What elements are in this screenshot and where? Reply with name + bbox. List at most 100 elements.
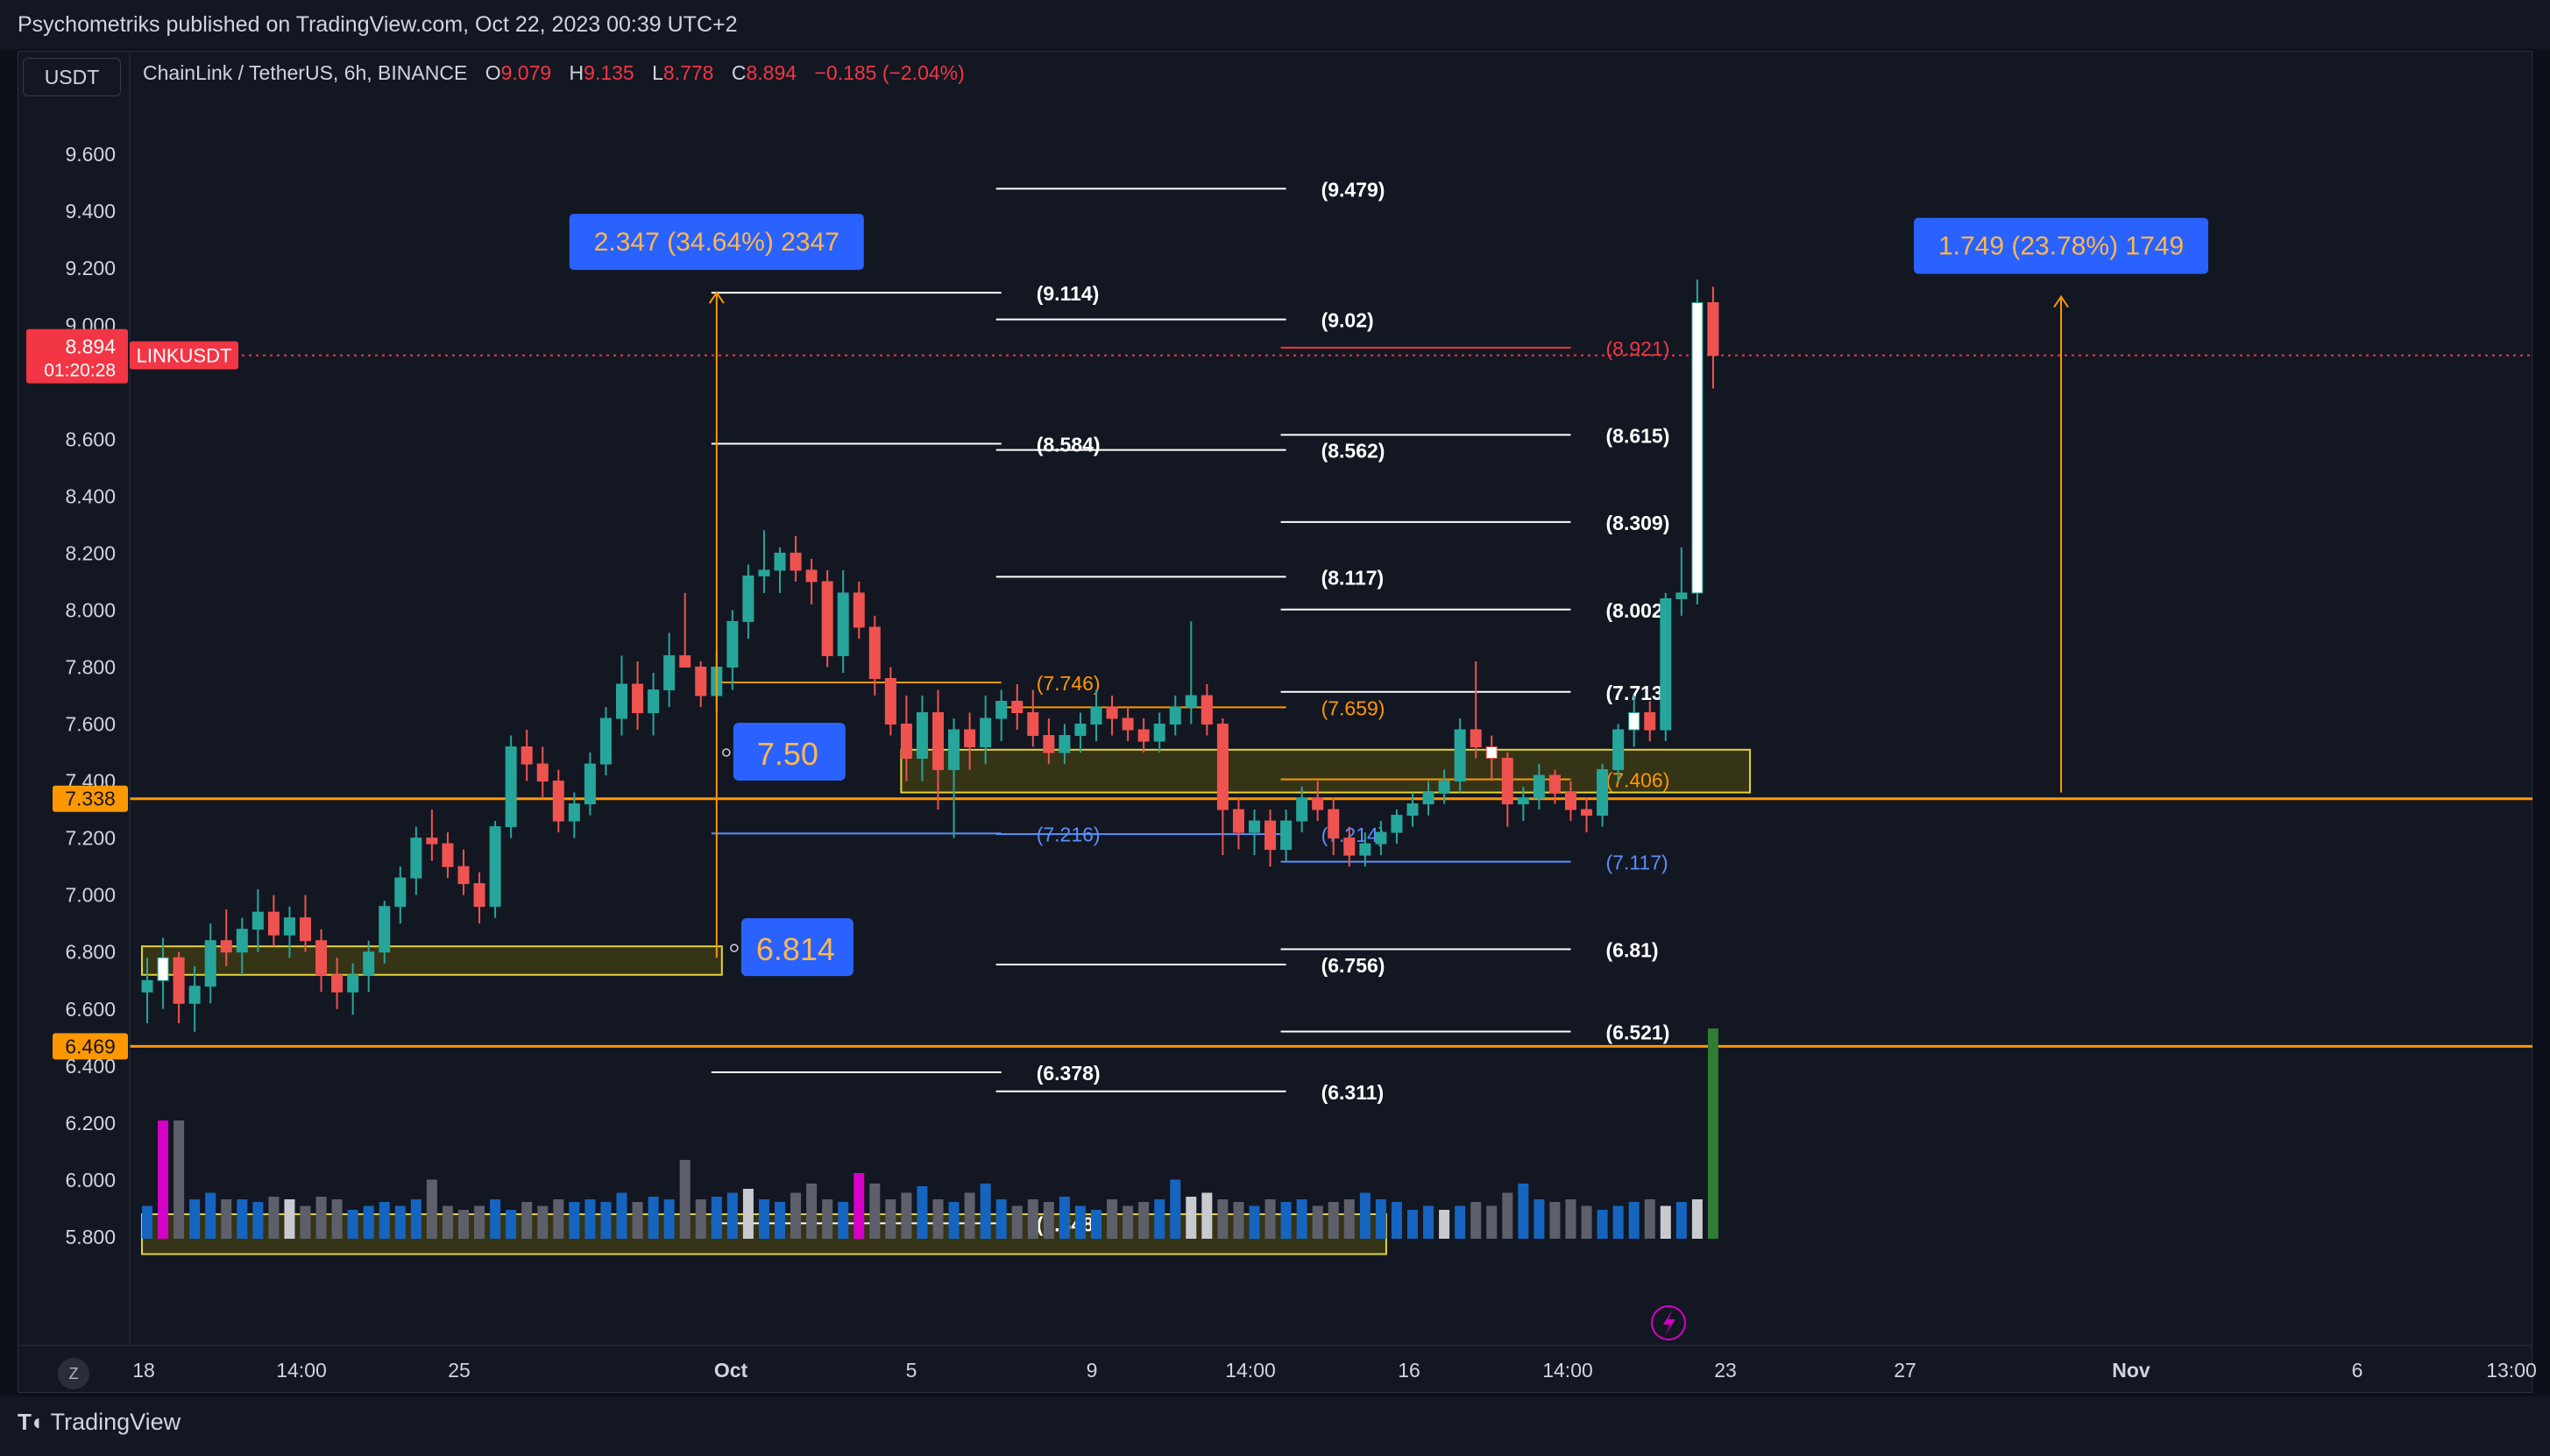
candle [1185, 621, 1197, 724]
candle-body [1422, 792, 1434, 805]
candle [1644, 701, 1656, 742]
volume-bar [205, 1192, 216, 1239]
high-value: 9.135 [584, 61, 634, 84]
current-price-tag [26, 329, 128, 384]
y-tick-label: 5.800 [65, 1226, 116, 1248]
candle-body [1644, 712, 1656, 731]
candle [980, 696, 992, 765]
candle [1597, 764, 1609, 827]
candle [1074, 712, 1087, 753]
volume-bar [616, 1192, 627, 1239]
volume-bar [1043, 1202, 1054, 1239]
volume-bar [363, 1205, 374, 1239]
symbol-tag-label: LINKUSDT [137, 345, 232, 367]
volume-bar [158, 1120, 169, 1239]
volume-bar [189, 1199, 201, 1239]
candle-body [236, 929, 248, 953]
volume-bar [1091, 1210, 1101, 1239]
volume-bar [379, 1202, 390, 1239]
volume-bar [1312, 1205, 1323, 1239]
publish-info: Psychometriks published on TradingView.c… [18, 12, 738, 37]
volume-bar [648, 1197, 659, 1239]
candle [300, 894, 311, 952]
volume-bar [268, 1197, 280, 1239]
volume-bar [632, 1202, 643, 1239]
y-tick-label: 7.200 [65, 827, 116, 850]
candle-body [220, 940, 232, 953]
fib-level-label: (8.562) [1321, 440, 1385, 463]
currency-button[interactable]: USDT [23, 58, 121, 96]
y-tick-label: 6.800 [65, 941, 116, 964]
volume-bar [1486, 1205, 1498, 1239]
lightning-icon [1651, 1305, 1686, 1340]
x-tick-label: 13:00 [2486, 1359, 2537, 1382]
candle [188, 966, 201, 1032]
candle [599, 707, 612, 776]
candle-body [1153, 724, 1165, 742]
y-tick-label: 8.400 [65, 484, 116, 507]
candle-body [1027, 712, 1039, 737]
callout-anchor [722, 748, 731, 757]
candle [868, 615, 881, 696]
candle-body [157, 957, 169, 981]
volume-bar [742, 1189, 754, 1239]
tradingview-brand[interactable]: T◖ TradingView [18, 1409, 181, 1436]
candle-body [1517, 797, 1529, 805]
volume-bar [1549, 1202, 1561, 1239]
candle-body [1501, 758, 1513, 805]
volume-bar [584, 1199, 596, 1239]
candle [805, 558, 818, 604]
candle-body [1312, 797, 1324, 810]
candle [1548, 769, 1561, 804]
candle [1122, 707, 1134, 742]
candle-body [1264, 820, 1277, 851]
fib-level-label: (8.615) [1606, 424, 1670, 447]
timezone-z-button[interactable]: Z [58, 1358, 89, 1389]
candle-body [1391, 815, 1403, 833]
candle-body [1106, 706, 1118, 719]
candle-body [1565, 792, 1576, 810]
candle [1501, 753, 1513, 827]
measure-arrow [708, 291, 725, 304]
candle-body [568, 803, 580, 822]
volume-bar [1644, 1199, 1655, 1239]
fib-level-label: (8.309) [1606, 512, 1670, 534]
volume-bar [869, 1184, 881, 1239]
candle-body [442, 843, 454, 867]
chart-frame[interactable] [18, 51, 2532, 1393]
candle [236, 917, 248, 975]
candle [679, 592, 691, 668]
candle [457, 849, 470, 895]
candle-body [584, 763, 596, 805]
candle [157, 937, 169, 1009]
candle [363, 940, 375, 993]
fib-level-label: (9.114) [1037, 282, 1100, 305]
candle-body [695, 666, 707, 696]
volume-bar [995, 1199, 1007, 1239]
candle-body [1328, 809, 1340, 839]
candle [315, 929, 328, 993]
fib-level-label: (8.921) [1606, 337, 1670, 360]
candle-body [1169, 706, 1181, 725]
volume-bar [1123, 1205, 1134, 1239]
price-callout-box [740, 918, 854, 977]
open-value: 9.079 [500, 61, 552, 84]
candle [347, 963, 359, 1015]
symbol-tag [130, 341, 238, 370]
volume-bar [1423, 1205, 1434, 1239]
volume-bar [331, 1199, 343, 1239]
candle [1454, 718, 1466, 793]
candle-body [648, 689, 660, 714]
candle [1343, 826, 1356, 867]
level-price-tag [53, 785, 128, 812]
candle-body [1454, 729, 1466, 782]
candle [489, 821, 501, 918]
volume-bar [521, 1202, 533, 1239]
candle-body [331, 974, 344, 993]
candle-body [805, 569, 818, 583]
volume-bar [237, 1199, 248, 1239]
tradingview-logo-icon: T◖ [18, 1409, 44, 1435]
candle [505, 735, 517, 838]
candle-body [1406, 803, 1419, 816]
